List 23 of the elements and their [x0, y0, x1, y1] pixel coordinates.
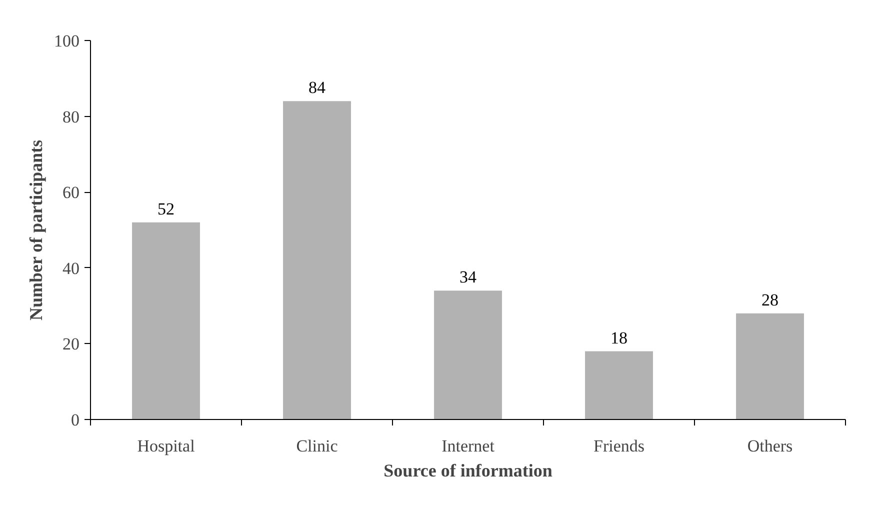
data-label: 84 — [308, 78, 326, 98]
bar — [132, 222, 200, 420]
x-axis-title: Source of information — [384, 460, 552, 480]
data-label: 28 — [762, 290, 778, 310]
y-tick-label: 60 — [62, 183, 80, 202]
bar — [283, 101, 351, 420]
x-tick-label: Others — [747, 436, 793, 456]
y-tick-label: 100 — [54, 32, 80, 50]
x-tick-label: Clinic — [296, 436, 338, 456]
x-tick-label: Friends — [594, 436, 644, 456]
bar — [585, 351, 653, 420]
x-tick-label: Hospital — [137, 436, 196, 456]
y-tick-label: 20 — [62, 334, 80, 354]
y-tick-label: 40 — [62, 258, 80, 278]
data-label: 18 — [610, 328, 628, 348]
bar — [434, 290, 502, 420]
y-axis-title: Number of participants — [26, 140, 46, 320]
y-tick-label: 80 — [62, 107, 80, 126]
data-label: 34 — [460, 268, 477, 287]
data-label: 52 — [158, 199, 174, 218]
bar — [736, 313, 804, 420]
y-tick-label: 0 — [71, 410, 80, 430]
x-tick-label: Internet — [442, 436, 495, 456]
